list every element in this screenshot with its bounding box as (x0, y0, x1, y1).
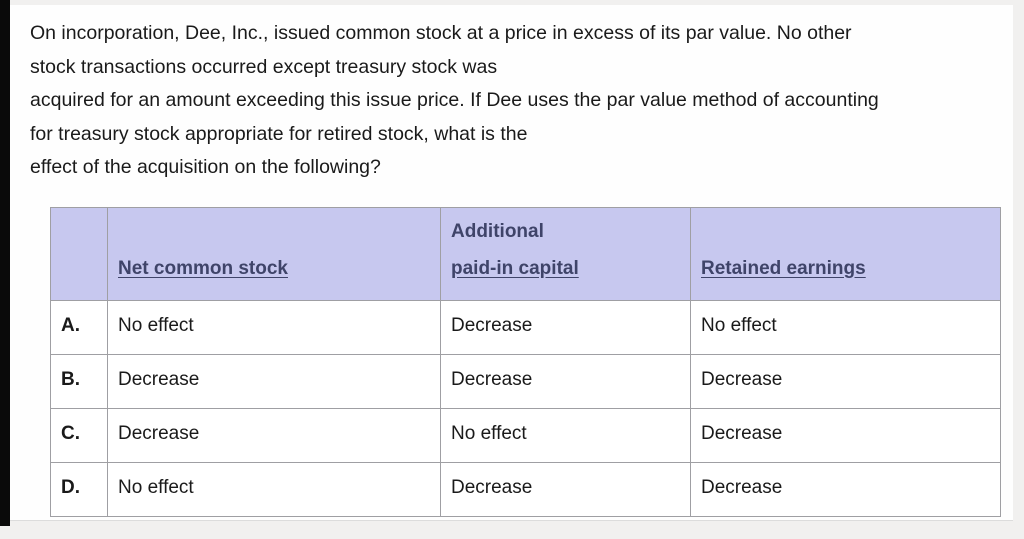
header-empty-cell (50, 206, 108, 301)
answer-cell-additional-paid-in-capital: No effect (440, 407, 691, 463)
table-header-row: Net common stock Additional paid-in capi… (50, 206, 1001, 301)
answer-row-b[interactable]: B. Decrease Decrease Decrease (50, 353, 1001, 409)
answer-letter: B. (50, 353, 108, 409)
header-net-common-stock: Net common stock (107, 206, 441, 301)
header-additional-paid-in-capital: Additional paid-in capital (440, 206, 691, 301)
answers-table: Net common stock Additional paid-in capi… (50, 206, 1001, 517)
answer-row-d[interactable]: D. No effect Decrease Decrease (50, 461, 1001, 517)
answer-row-a[interactable]: A. No effect Decrease No effect (50, 299, 1001, 355)
answer-cell-additional-paid-in-capital: Decrease (440, 461, 691, 517)
question-card: On incorporation, Dee, Inc., issued comm… (10, 5, 1013, 521)
question-text: On incorporation, Dee, Inc., issued comm… (30, 22, 879, 178)
answer-letter: D. (50, 461, 108, 517)
header-retained-earnings-label: Retained earnings (701, 257, 866, 279)
answer-cell-net-common-stock: Decrease (107, 353, 441, 409)
answer-letter: C. (50, 407, 108, 463)
answer-cell-retained-earnings: Decrease (690, 407, 1001, 463)
header-additional-label-line1: Additional (451, 220, 544, 242)
answer-cell-retained-earnings: Decrease (690, 461, 1001, 517)
header-retained-earnings: Retained earnings (690, 206, 1001, 301)
answer-cell-retained-earnings: Decrease (690, 353, 1001, 409)
left-border-bar (0, 0, 10, 526)
header-additional-label-line2: paid-in capital (451, 257, 579, 279)
answer-cell-retained-earnings: No effect (690, 299, 1001, 355)
header-net-common-stock-label: Net common stock (118, 257, 288, 279)
answer-letter: A. (50, 299, 108, 355)
answer-cell-net-common-stock: No effect (107, 299, 441, 355)
answer-cell-additional-paid-in-capital: Decrease (440, 299, 691, 355)
answer-cell-net-common-stock: No effect (107, 461, 441, 517)
answer-row-c[interactable]: C. Decrease No effect Decrease (50, 407, 1001, 463)
answer-cell-net-common-stock: Decrease (107, 407, 441, 463)
answer-cell-additional-paid-in-capital: Decrease (440, 353, 691, 409)
